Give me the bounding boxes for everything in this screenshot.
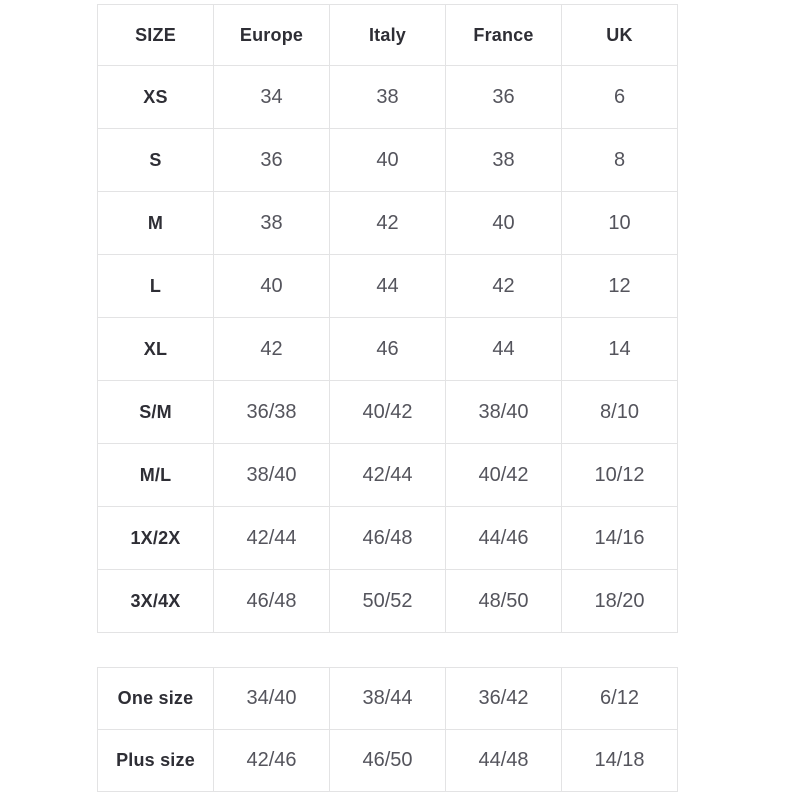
size-value-cell: 42/44: [329, 443, 446, 507]
size-value-cell: 46/48: [213, 569, 330, 633]
table-header-row: SIZE Europe Italy France UK: [97, 4, 678, 66]
table-row-m: M 38 42 40 10: [97, 191, 678, 255]
size-value-cell: 44/48: [445, 729, 562, 792]
size-label-cell: M/L: [97, 443, 214, 507]
column-header-europe: Europe: [213, 4, 330, 66]
size-value-cell: 12: [561, 254, 678, 318]
size-value-cell: 40: [213, 254, 330, 318]
size-value-cell: 10: [561, 191, 678, 255]
size-conversion-table: SIZE Europe Italy France UK XS 34 38 36 …: [97, 4, 678, 633]
size-label-cell: S/M: [97, 380, 214, 444]
size-value-cell: 14/18: [561, 729, 678, 792]
size-value-cell: 8/10: [561, 380, 678, 444]
size-value-cell: 48/50: [445, 569, 562, 633]
size-label-cell: L: [97, 254, 214, 318]
size-value-cell: 36/38: [213, 380, 330, 444]
table-row-l: L 40 44 42 12: [97, 254, 678, 318]
size-value-cell: 44: [329, 254, 446, 318]
table-row-1x2x: 1X/2X 42/44 46/48 44/46 14/16: [97, 506, 678, 570]
size-label-cell: XS: [97, 65, 214, 129]
size-value-cell: 36: [445, 65, 562, 129]
column-header-france: France: [445, 4, 562, 66]
size-value-cell: 40/42: [329, 380, 446, 444]
special-sizes-table: One size 34/40 38/44 36/42 6/12 Plus siz…: [97, 667, 678, 792]
size-value-cell: 44: [445, 317, 562, 381]
size-value-cell: 50/52: [329, 569, 446, 633]
table-row-s: S 36 40 38 8: [97, 128, 678, 192]
size-value-cell: 46/50: [329, 729, 446, 792]
size-value-cell: 46: [329, 317, 446, 381]
table-row-xl: XL 42 46 44 14: [97, 317, 678, 381]
size-value-cell: 34/40: [213, 667, 330, 730]
size-value-cell: 42: [445, 254, 562, 318]
column-header-size: SIZE: [97, 4, 214, 66]
table-row-plus-size: Plus size 42/46 46/50 44/48 14/18: [97, 729, 678, 792]
size-value-cell: 18/20: [561, 569, 678, 633]
size-label-cell: M: [97, 191, 214, 255]
size-label-cell: Plus size: [97, 729, 214, 792]
size-label-cell: One size: [97, 667, 214, 730]
size-value-cell: 42/44: [213, 506, 330, 570]
size-value-cell: 38: [445, 128, 562, 192]
size-value-cell: 36/42: [445, 667, 562, 730]
size-value-cell: 42/46: [213, 729, 330, 792]
table-row-xs: XS 34 38 36 6: [97, 65, 678, 129]
size-value-cell: 46/48: [329, 506, 446, 570]
table-row-sm: S/M 36/38 40/42 38/40 8/10: [97, 380, 678, 444]
size-value-cell: 42: [329, 191, 446, 255]
size-value-cell: 40/42: [445, 443, 562, 507]
size-value-cell: 14/16: [561, 506, 678, 570]
size-value-cell: 38/40: [445, 380, 562, 444]
size-value-cell: 40: [329, 128, 446, 192]
size-label-cell: S: [97, 128, 214, 192]
table-row-3x4x: 3X/4X 46/48 50/52 48/50 18/20: [97, 569, 678, 633]
table-row-ml: M/L 38/40 42/44 40/42 10/12: [97, 443, 678, 507]
size-value-cell: 38: [213, 191, 330, 255]
column-header-italy: Italy: [329, 4, 446, 66]
size-label-cell: 1X/2X: [97, 506, 214, 570]
column-header-uk: UK: [561, 4, 678, 66]
size-value-cell: 34: [213, 65, 330, 129]
size-value-cell: 38/44: [329, 667, 446, 730]
table-row-one-size: One size 34/40 38/44 36/42 6/12: [97, 667, 678, 730]
size-value-cell: 36: [213, 128, 330, 192]
size-value-cell: 38: [329, 65, 446, 129]
size-value-cell: 38/40: [213, 443, 330, 507]
size-value-cell: 14: [561, 317, 678, 381]
size-value-cell: 40: [445, 191, 562, 255]
size-label-cell: 3X/4X: [97, 569, 214, 633]
size-value-cell: 8: [561, 128, 678, 192]
size-value-cell: 6: [561, 65, 678, 129]
size-label-cell: XL: [97, 317, 214, 381]
size-value-cell: 44/46: [445, 506, 562, 570]
size-value-cell: 42: [213, 317, 330, 381]
size-value-cell: 6/12: [561, 667, 678, 730]
size-value-cell: 10/12: [561, 443, 678, 507]
